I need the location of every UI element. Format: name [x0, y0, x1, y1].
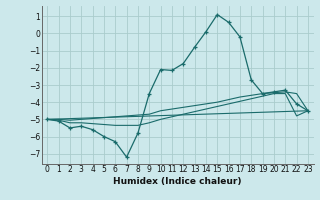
X-axis label: Humidex (Indice chaleur): Humidex (Indice chaleur) — [113, 177, 242, 186]
